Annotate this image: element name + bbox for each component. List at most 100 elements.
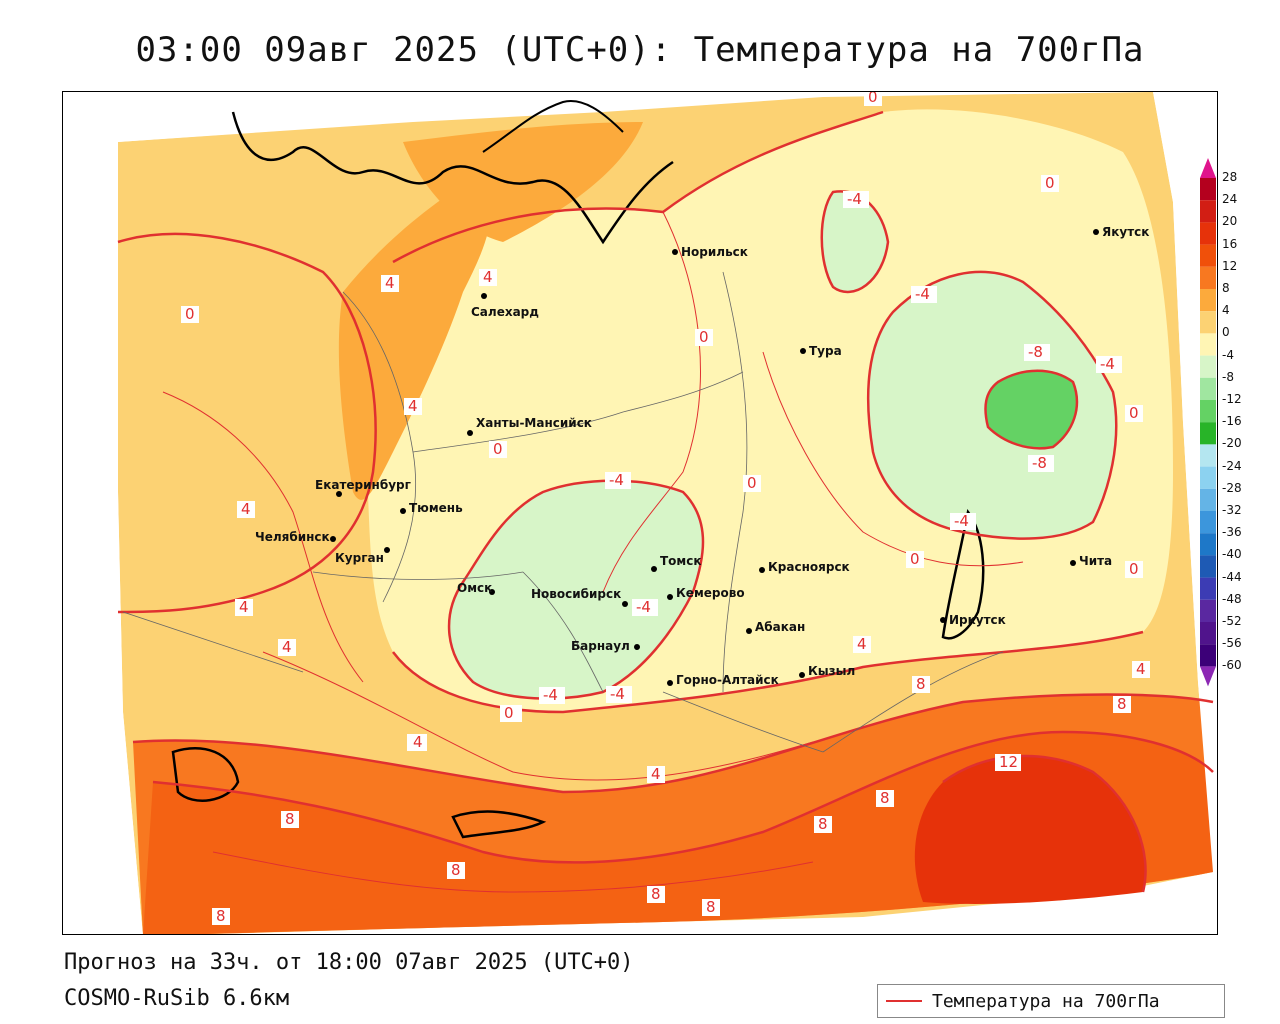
isotherm-label: 0 [868, 92, 878, 106]
isotherm-label-bg [743, 475, 761, 492]
colorbar-segment [1200, 622, 1216, 645]
colorbar-tick-label: 28 [1222, 170, 1238, 184]
svg-text:Абакан: Абакан [755, 620, 805, 634]
city-abakan: Абакан [746, 620, 805, 634]
city-gorno-altaysk: Горно-Алтайск [667, 673, 779, 687]
isotherm-label: 4 [408, 397, 418, 415]
colorbar-segment [1200, 555, 1216, 578]
colorbar-tick-label: 0 [1222, 325, 1230, 340]
model-name: COSMO-RuSib 6.6км [64, 986, 290, 1011]
colorbar-tick-label: -20 [1222, 436, 1242, 451]
colorbar-tick-label: -28 [1222, 480, 1242, 495]
zone-cold-west [449, 480, 703, 699]
svg-text:Норильск: Норильск [681, 245, 748, 259]
city-kemerovo: Кемерово [667, 586, 745, 600]
svg-text:Томск: Томск [660, 554, 702, 568]
city-norilsk: Норильск [672, 245, 748, 259]
isotherm-label: -8 [1028, 343, 1043, 361]
borders [122, 271, 1004, 753]
svg-text:Тура: Тура [809, 344, 842, 358]
zone-warm-top [403, 122, 643, 242]
isotherm-label-bg [606, 686, 632, 703]
colorbar-segment [1200, 200, 1216, 223]
isotherm-label: -8 [1032, 454, 1047, 472]
isotherm-label-bg [447, 862, 465, 879]
colorbar-tick-label: -44 [1222, 569, 1242, 584]
temperature-map: Норильск Якутск Салехард Тура Ханты-Манс… [63, 92, 1217, 934]
isotherm-label-bg [1125, 405, 1143, 422]
isotherm-label-bg [281, 811, 299, 828]
isotherm-label-bg [235, 599, 253, 616]
city-tyumen: Тюмень [400, 501, 463, 515]
colorbar-tick-label: -56 [1222, 636, 1242, 651]
isotherm-label: -4 [610, 685, 625, 703]
svg-text:Кызыл: Кызыл [808, 664, 855, 678]
isotherm-label-bg [864, 92, 882, 106]
colorbar-tick-label: -32 [1222, 503, 1242, 517]
colorbar-segment [1200, 289, 1216, 312]
isotherm-label-bg [702, 899, 720, 916]
isotherm-label-bg [409, 734, 427, 751]
colorbar-segment [1200, 266, 1216, 289]
blank-corner-sw [63, 492, 143, 934]
city-krasnoyarsk: Красноярск [759, 560, 850, 574]
city-kyzyl: Кызыл [799, 664, 855, 678]
isotherm-label-bg [647, 886, 665, 903]
isotherm-label: 0 [504, 704, 514, 722]
isotherm-label-bg [381, 275, 399, 292]
isotherm-label-bg [1024, 344, 1050, 361]
city-tomsk: Томск [651, 554, 702, 572]
isotherm-label: 8 [880, 789, 890, 807]
isotherm-label: 4 [483, 268, 493, 286]
isotherm-label: 4 [239, 598, 249, 616]
colorbar-tick-label: -60 [1222, 658, 1242, 673]
isotherm-label: 8 [216, 907, 226, 925]
isotherm-label-bg [814, 816, 832, 833]
caspian-sea [171, 747, 240, 802]
map-area[interactable]: Норильск Якутск Салехард Тура Ханты-Манс… [62, 91, 1218, 935]
isotherm-label: 8 [651, 885, 661, 903]
isotherm-label-bg [906, 551, 924, 568]
isotherm-label-bg [1096, 356, 1122, 373]
colorbar-tick-label: -8 [1222, 369, 1234, 384]
map-title: 03:00 09авг 2025 (UTC+0): Температура на… [135, 30, 1145, 70]
svg-text:Новосибирск: Новосибирск [531, 587, 621, 601]
isotherms [117, 110, 1214, 893]
isotherm-label-bg [605, 472, 631, 489]
isotherm-label-bg [911, 286, 937, 303]
isotherm-label-bg [876, 790, 894, 807]
colorbar-arrow-top [1200, 158, 1216, 178]
colorbar-tick-label: -16 [1222, 414, 1242, 429]
colorbar-segment [1200, 222, 1216, 245]
isotherm-label: 0 [1129, 560, 1139, 578]
svg-text:Тюмень: Тюмень [409, 501, 463, 515]
svg-text:Якутск: Якутск [1102, 225, 1149, 239]
isotherm-label-bg [843, 191, 869, 208]
isotherm-label: 8 [706, 898, 716, 916]
legend-line-swatch [886, 1000, 922, 1002]
colorbar-tick-label: -36 [1222, 525, 1242, 540]
colorbar-segment [1200, 377, 1216, 400]
colorbar-segment [1200, 644, 1216, 667]
colorbar-arrow-bottom [1200, 666, 1216, 687]
isotherm-label-bg [1125, 561, 1143, 578]
isotherm-label-bg [1028, 455, 1054, 472]
colorbar-tick-label: 24 [1222, 192, 1238, 207]
svg-text:Горно-Алтайск: Горно-Алтайск [676, 673, 779, 687]
city-yakutsk: Якутск [1093, 225, 1149, 239]
city-omsk: Омск [457, 581, 495, 595]
zone-hot-core [914, 755, 1146, 904]
colorbar-tick-label: -12 [1222, 392, 1242, 406]
colorbar-segment [1200, 533, 1216, 556]
isotherm-label: 8 [285, 810, 295, 828]
isotherm-label: 4 [385, 274, 395, 292]
svg-text:Екатеринбург: Екатеринбург [315, 478, 411, 492]
isotherm-label: -4 [609, 471, 624, 489]
isotherm-label-bg [181, 306, 199, 323]
isotherm-label: 0 [747, 474, 757, 492]
isotherm-label-bg [1132, 661, 1150, 678]
blank-corner-nw [63, 92, 403, 492]
isotherm-label: 0 [185, 305, 195, 323]
colorbar-tick-label: -40 [1222, 547, 1242, 562]
isotherm-label: 4 [651, 765, 661, 783]
